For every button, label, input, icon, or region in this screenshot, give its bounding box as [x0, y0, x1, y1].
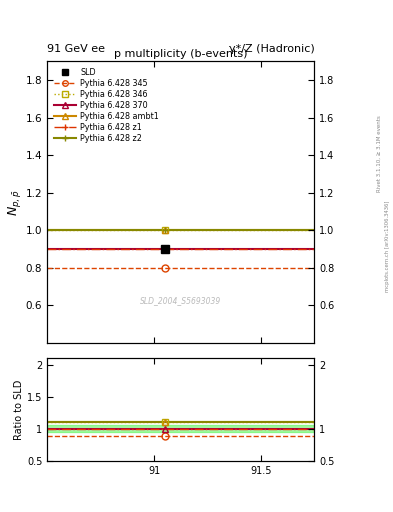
Title: p multiplicity (b-events): p multiplicity (b-events)	[114, 49, 248, 59]
Legend: SLD, Pythia 6.428 345, Pythia 6.428 346, Pythia 6.428 370, Pythia 6.428 ambt1, P: SLD, Pythia 6.428 345, Pythia 6.428 346,…	[51, 66, 162, 145]
Text: γ*/Z (Hadronic): γ*/Z (Hadronic)	[229, 44, 314, 54]
Text: SLD_2004_S5693039: SLD_2004_S5693039	[140, 296, 221, 305]
Bar	[47, 425, 314, 432]
Y-axis label: $N_{p,\bar{p}}$: $N_{p,\bar{p}}$	[6, 189, 23, 216]
Y-axis label: Ratio to SLD: Ratio to SLD	[14, 379, 24, 440]
Text: 91 GeV ee: 91 GeV ee	[47, 44, 105, 54]
Text: Rivet 3.1.10, ≥ 3.1M events: Rivet 3.1.10, ≥ 3.1M events	[377, 115, 382, 192]
Text: mcplots.cern.ch [arXiv:1306.3436]: mcplots.cern.ch [arXiv:1306.3436]	[385, 200, 389, 291]
